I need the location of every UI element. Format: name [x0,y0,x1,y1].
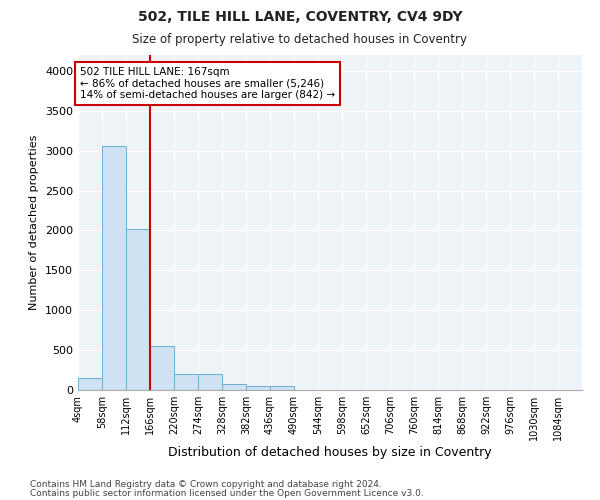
Text: Contains public sector information licensed under the Open Government Licence v3: Contains public sector information licen… [30,490,424,498]
Bar [150,346,174,390]
Text: Contains HM Land Registry data © Crown copyright and database right 2024.: Contains HM Land Registry data © Crown c… [30,480,382,489]
X-axis label: Distribution of detached houses by size in Coventry: Distribution of detached houses by size … [168,446,492,458]
Bar [174,374,198,390]
Bar [270,386,294,390]
Bar [198,374,222,390]
Y-axis label: Number of detached properties: Number of detached properties [29,135,40,310]
Text: 502, TILE HILL LANE, COVENTRY, CV4 9DY: 502, TILE HILL LANE, COVENTRY, CV4 9DY [137,10,463,24]
Bar [126,229,150,390]
Bar [102,146,126,390]
Bar [222,384,246,390]
Text: Size of property relative to detached houses in Coventry: Size of property relative to detached ho… [133,32,467,46]
Bar [246,386,270,390]
Bar [78,378,102,390]
Text: 502 TILE HILL LANE: 167sqm
← 86% of detached houses are smaller (5,246)
14% of s: 502 TILE HILL LANE: 167sqm ← 86% of deta… [80,67,335,100]
